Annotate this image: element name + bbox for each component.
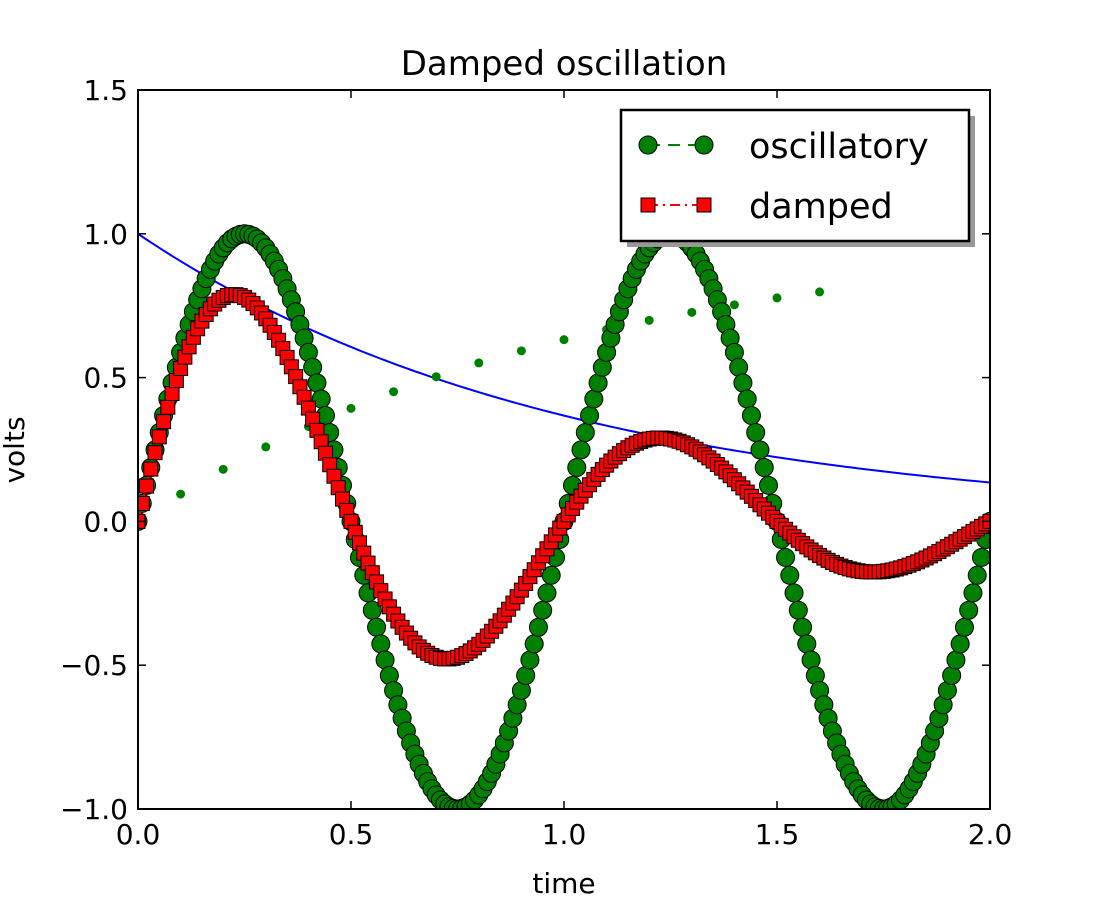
series-dots-point xyxy=(772,293,782,303)
series-damped-point xyxy=(139,478,155,494)
series-dots-point xyxy=(218,464,228,474)
legend-oscillatory-label: oscillatory xyxy=(749,127,929,167)
series-damped-point xyxy=(138,496,150,512)
x-tick-label: 0.0 xyxy=(116,818,161,851)
x-axis-label: time xyxy=(532,867,595,900)
series-damped-point xyxy=(160,399,176,415)
series-dots-point xyxy=(644,315,654,325)
series-oscillatory-point xyxy=(750,440,770,460)
series-oscillatory-point xyxy=(954,617,974,637)
legend-box xyxy=(619,108,971,243)
y-tick-label: 0.5 xyxy=(83,362,128,395)
series-oscillatory-point xyxy=(567,458,587,478)
series-oscillatory-point xyxy=(776,547,796,567)
series-oscillatory-point xyxy=(946,650,966,670)
series-damped-point xyxy=(143,461,159,477)
series-oscillatory-point xyxy=(520,650,540,670)
series-damped-point xyxy=(164,386,180,402)
series-oscillatory-point xyxy=(780,565,800,585)
series-damped-point xyxy=(147,445,163,461)
series-oscillatory-point xyxy=(737,389,757,409)
x-tick-label: 2.0 xyxy=(968,818,1013,851)
series-oscillatory-point xyxy=(793,617,813,637)
series-damped-point xyxy=(156,414,172,430)
series-dots-point xyxy=(559,335,569,345)
series-oscillatory-point xyxy=(733,373,753,393)
x-tick-label: 1.5 xyxy=(755,818,800,851)
series-oscillatory-point xyxy=(307,373,327,393)
series-oscillatory-point xyxy=(746,423,766,443)
x-tick-label: 0.5 xyxy=(329,818,374,851)
series-oscillatory-point xyxy=(524,634,544,654)
series-oscillatory-point xyxy=(967,565,987,585)
series-dots-point xyxy=(431,372,441,382)
series-dots-point xyxy=(516,346,526,356)
series-damped-point xyxy=(151,429,167,445)
series-dots-point xyxy=(176,489,186,499)
legend-damped-marker xyxy=(640,197,656,213)
series-dots-point xyxy=(261,442,271,452)
y-axis-label: volts xyxy=(0,416,31,483)
series-oscillatory-point xyxy=(758,475,778,495)
series-oscillatory-point xyxy=(541,565,561,585)
x-tick-label: 1.0 xyxy=(542,818,587,851)
legend-damped-label: damped xyxy=(749,187,893,227)
series-oscillatory-point xyxy=(575,423,595,443)
series-oscillatory-point xyxy=(537,583,557,603)
series-oscillatory-point xyxy=(950,634,970,654)
series-dots-point xyxy=(474,358,484,368)
series-oscillatory-point xyxy=(584,389,604,409)
series-oscillatory-point xyxy=(741,406,761,426)
y-tick-label: 0.0 xyxy=(83,505,128,538)
series-oscillatory-point xyxy=(533,600,553,620)
y-tick-label: −0.5 xyxy=(60,649,128,682)
legend-oscillatory-marker xyxy=(638,135,658,155)
y-tick-label: −1.0 xyxy=(60,793,128,826)
series-dots-point xyxy=(729,300,739,310)
series-dots-point xyxy=(815,287,825,297)
series-oscillatory-point xyxy=(571,440,591,460)
series-oscillatory-point xyxy=(788,600,808,620)
series-oscillatory-point xyxy=(959,600,979,620)
y-tick-label: 1.0 xyxy=(83,218,128,251)
series-oscillatory-point xyxy=(963,583,983,603)
series-dots-point xyxy=(346,403,356,413)
series-oscillatory-point xyxy=(784,583,804,603)
series-envelope-line xyxy=(138,232,990,484)
series-dots-point xyxy=(687,307,697,317)
legend-damped-marker xyxy=(696,197,712,213)
series-oscillatory-point xyxy=(371,634,391,654)
series-oscillatory-point xyxy=(797,634,817,654)
series-oscillatory-point xyxy=(971,547,990,567)
series-oscillatory-point xyxy=(754,458,774,478)
legend: oscillatory damped xyxy=(619,108,975,247)
chart-title: Damped oscillation xyxy=(401,44,728,84)
y-tick-label: 1.5 xyxy=(83,74,128,107)
series-oscillatory-point xyxy=(528,617,548,637)
series-oscillatory-point xyxy=(580,406,600,426)
series-dots-point xyxy=(389,387,399,397)
legend-oscillatory-marker xyxy=(694,135,714,155)
series-oscillatory-point xyxy=(367,617,387,637)
